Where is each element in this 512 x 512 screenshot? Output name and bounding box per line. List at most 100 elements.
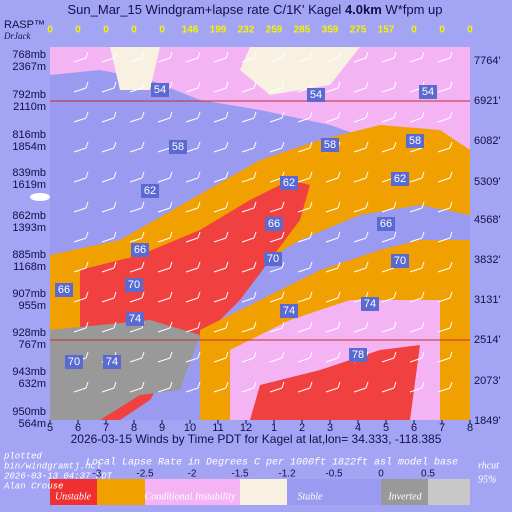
x-tick-label: 8 bbox=[131, 422, 137, 434]
contour-label-box bbox=[103, 355, 121, 369]
wind-barb bbox=[73, 297, 87, 303]
wind-barb bbox=[85, 51, 89, 59]
wind-barb bbox=[169, 351, 173, 359]
wind-barb bbox=[241, 237, 255, 243]
wind-barb bbox=[241, 177, 255, 183]
wind-barb bbox=[73, 327, 87, 333]
wind-barb bbox=[437, 327, 451, 333]
wind-barb bbox=[85, 171, 89, 179]
wind-barb bbox=[225, 351, 229, 359]
wind-barb bbox=[409, 237, 423, 243]
wind-barb bbox=[421, 351, 425, 359]
wind-barb bbox=[281, 231, 285, 239]
wind-barb bbox=[73, 207, 87, 213]
contour-label: 62 bbox=[144, 185, 156, 197]
wind-barb bbox=[337, 171, 341, 179]
wind-barb bbox=[393, 81, 397, 89]
height-ft-label: 7764' bbox=[474, 55, 501, 67]
wind-barb bbox=[337, 291, 341, 299]
wind-barb bbox=[325, 327, 339, 333]
wind-barb bbox=[197, 261, 201, 269]
height-m-label: 2110m bbox=[13, 101, 46, 113]
wind-barb bbox=[353, 327, 367, 333]
wind-barb bbox=[113, 81, 117, 89]
wind-barb bbox=[421, 51, 425, 59]
contour-label: 74 bbox=[106, 356, 118, 368]
title-bold: 4.0km bbox=[345, 2, 382, 17]
wind-barb bbox=[101, 207, 115, 213]
wind-barb bbox=[325, 117, 339, 123]
contour-label: 54 bbox=[422, 86, 434, 98]
wind-barb bbox=[225, 261, 229, 269]
x-tick-label: 11 bbox=[212, 422, 223, 434]
pressure-label: 792mb bbox=[12, 89, 46, 101]
wind-barb bbox=[129, 117, 143, 123]
wind-barb bbox=[393, 201, 397, 209]
legend-tick: 0 bbox=[378, 469, 384, 480]
thermal-value: 275 bbox=[350, 25, 367, 36]
thermal-value: 0 bbox=[131, 25, 137, 36]
wind-barb bbox=[241, 327, 255, 333]
wind-barb bbox=[309, 81, 313, 89]
wind-barb bbox=[225, 111, 229, 119]
thermal-value: 157 bbox=[378, 25, 395, 36]
wind-barb bbox=[85, 201, 89, 209]
wind-barb bbox=[225, 51, 229, 59]
wind-barb bbox=[337, 381, 341, 389]
contour-label-box bbox=[349, 348, 367, 362]
wind-barb bbox=[253, 261, 257, 269]
wind-barb bbox=[325, 387, 339, 393]
wind-barb bbox=[225, 201, 229, 209]
wind-barb bbox=[73, 147, 87, 153]
wind-barb bbox=[297, 207, 311, 213]
wind-barb bbox=[309, 291, 313, 299]
wind-barb bbox=[353, 177, 367, 183]
wind-barb bbox=[225, 81, 229, 89]
wind-barb bbox=[365, 141, 369, 149]
wind-barb bbox=[85, 141, 89, 149]
wind-barb bbox=[113, 51, 117, 59]
contour-label-box bbox=[125, 278, 143, 292]
wind-barb bbox=[409, 147, 423, 153]
contour-label-box bbox=[406, 134, 424, 148]
wind-barb bbox=[269, 237, 283, 243]
legend-tick: -2 bbox=[188, 469, 197, 480]
wind-barb bbox=[309, 261, 313, 269]
x-tick-label: 7 bbox=[103, 422, 109, 434]
wind-barb bbox=[297, 57, 311, 63]
wind-barb bbox=[73, 387, 87, 393]
wind-barb bbox=[85, 231, 89, 239]
contour-label-box bbox=[280, 304, 298, 318]
wind-barb bbox=[253, 201, 257, 209]
title-prefix: Sun_Mar_15 Windgram+lapse rate C/1K' Kag… bbox=[68, 2, 345, 17]
contour-label: 66 bbox=[134, 244, 146, 256]
contour-label-box bbox=[264, 252, 282, 266]
height-m-label: 632m bbox=[18, 378, 46, 390]
height-m-label: 955m bbox=[18, 300, 46, 312]
wind-barb bbox=[241, 87, 255, 93]
wind-barb bbox=[185, 87, 199, 93]
wind-barb bbox=[197, 381, 201, 389]
contour-label-box bbox=[361, 297, 379, 311]
wind-barb bbox=[113, 291, 117, 299]
wind-barb bbox=[73, 87, 87, 93]
wind-barb bbox=[353, 267, 367, 273]
wind-barb bbox=[449, 231, 453, 239]
height-m-label: 1854m bbox=[12, 141, 46, 153]
wind-barb bbox=[437, 147, 451, 153]
wind-barb bbox=[421, 321, 425, 329]
wind-barb bbox=[141, 51, 145, 59]
wind-barb bbox=[365, 261, 369, 269]
wind-barb bbox=[325, 297, 339, 303]
wind-barb bbox=[421, 261, 425, 269]
wind-barb bbox=[393, 231, 397, 239]
wind-barb bbox=[353, 87, 367, 93]
wind-barb bbox=[449, 381, 453, 389]
wind-barb bbox=[409, 57, 423, 63]
wind-barb bbox=[197, 81, 201, 89]
thermal-value: 0 bbox=[467, 25, 473, 36]
height-m-label: 767m bbox=[18, 339, 46, 351]
contour-label-box bbox=[307, 88, 325, 102]
wind-barb bbox=[253, 351, 257, 359]
wind-barb bbox=[269, 87, 283, 93]
